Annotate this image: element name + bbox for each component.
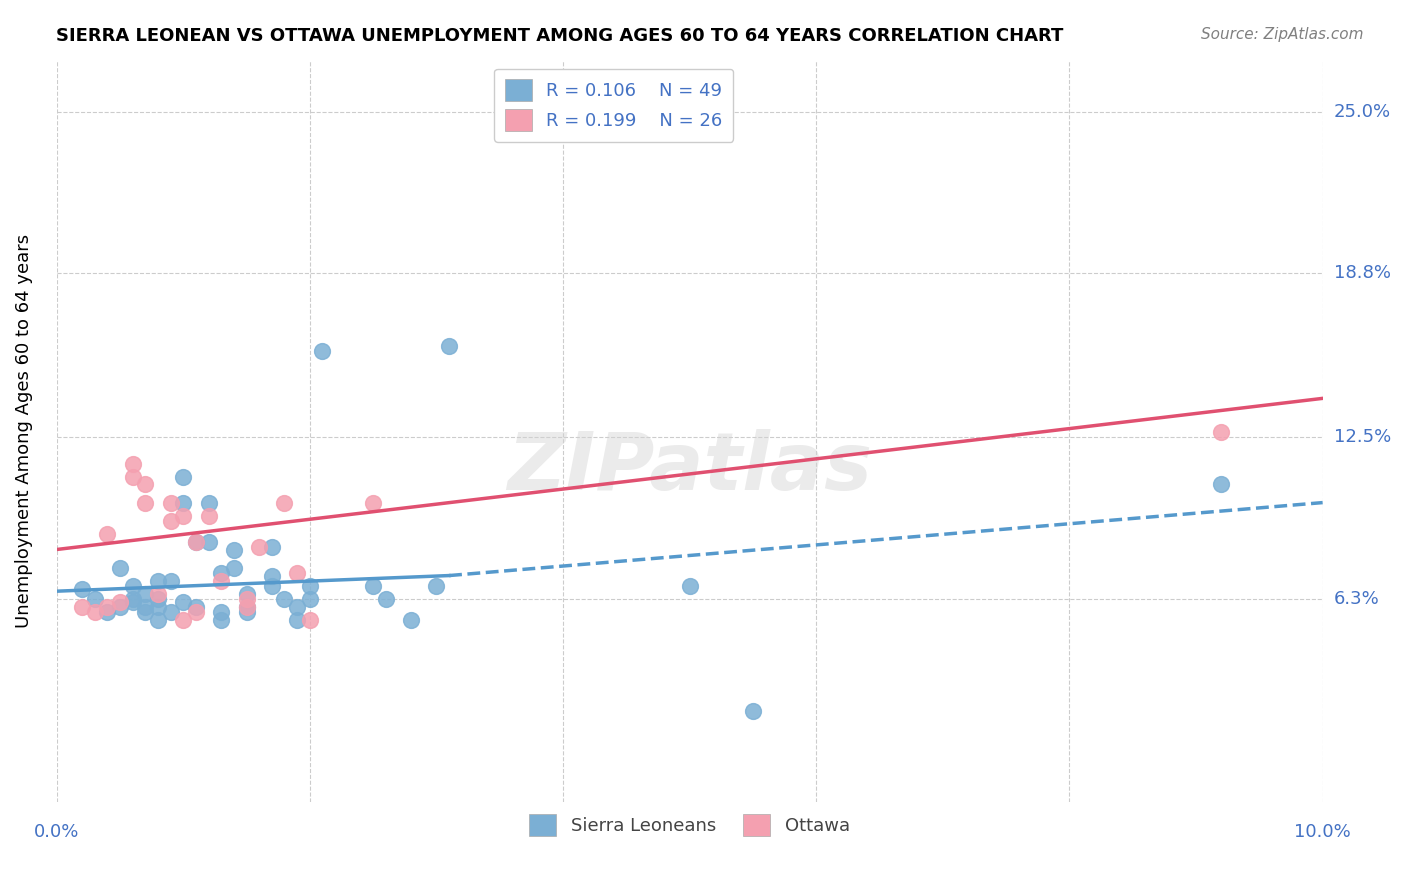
Point — [273, 592, 295, 607]
Point — [172, 469, 194, 483]
Text: 10.0%: 10.0% — [1295, 823, 1351, 841]
Point — [172, 594, 194, 608]
Point — [121, 594, 143, 608]
Point — [247, 540, 270, 554]
Point — [235, 599, 257, 614]
Text: 0.0%: 0.0% — [34, 823, 79, 841]
Point — [172, 495, 194, 509]
Point — [96, 605, 118, 619]
Point — [1211, 425, 1233, 440]
Point — [209, 574, 232, 588]
Text: 18.8%: 18.8% — [1334, 264, 1391, 282]
Point — [298, 613, 321, 627]
Y-axis label: Unemployment Among Ages 60 to 64 years: Unemployment Among Ages 60 to 64 years — [15, 234, 32, 628]
Text: SIERRA LEONEAN VS OTTAWA UNEMPLOYMENT AMONG AGES 60 TO 64 YEARS CORRELATION CHAR: SIERRA LEONEAN VS OTTAWA UNEMPLOYMENT AM… — [56, 27, 1063, 45]
Point — [273, 495, 295, 509]
Point — [361, 495, 384, 509]
Point — [121, 592, 143, 607]
Point — [235, 592, 257, 607]
Text: 25.0%: 25.0% — [1334, 103, 1391, 120]
Point — [298, 592, 321, 607]
Point — [184, 599, 207, 614]
Point — [285, 613, 308, 627]
Point — [209, 566, 232, 580]
Point — [121, 457, 143, 471]
Point — [361, 579, 384, 593]
Point — [121, 579, 143, 593]
Point — [96, 527, 118, 541]
Point — [742, 704, 765, 718]
Point — [197, 508, 219, 523]
Point — [197, 495, 219, 509]
Point — [285, 566, 308, 580]
Point — [437, 339, 460, 353]
Point — [70, 599, 93, 614]
Point — [298, 579, 321, 593]
Point — [108, 599, 131, 614]
Point — [146, 587, 169, 601]
Point — [172, 508, 194, 523]
Point — [184, 534, 207, 549]
Point — [70, 582, 93, 596]
Point — [134, 477, 156, 491]
Point — [311, 344, 333, 359]
Point — [83, 592, 105, 607]
Point — [134, 605, 156, 619]
Point — [146, 574, 169, 588]
Point — [184, 605, 207, 619]
Point — [235, 587, 257, 601]
Point — [1211, 477, 1233, 491]
Point — [146, 599, 169, 614]
Point — [96, 599, 118, 614]
Point — [209, 605, 232, 619]
Point — [222, 560, 245, 574]
Point — [209, 613, 232, 627]
Text: ZIPatlas: ZIPatlas — [508, 429, 872, 507]
Point — [197, 534, 219, 549]
Point — [146, 613, 169, 627]
Point — [146, 592, 169, 607]
Point — [285, 599, 308, 614]
Point — [425, 579, 447, 593]
Point — [260, 579, 283, 593]
Point — [222, 542, 245, 557]
Point — [260, 540, 283, 554]
Point — [134, 599, 156, 614]
Point — [260, 568, 283, 582]
Point — [159, 495, 181, 509]
Point — [184, 534, 207, 549]
Point — [159, 605, 181, 619]
Point — [399, 613, 422, 627]
Text: Source: ZipAtlas.com: Source: ZipAtlas.com — [1201, 27, 1364, 42]
Point — [235, 605, 257, 619]
Point — [108, 594, 131, 608]
Point — [83, 605, 105, 619]
Point — [159, 514, 181, 528]
Point — [108, 560, 131, 574]
Point — [235, 599, 257, 614]
Point — [678, 579, 700, 593]
Point — [172, 613, 194, 627]
Legend: Sierra Leoneans, Ottawa: Sierra Leoneans, Ottawa — [520, 805, 859, 846]
Point — [374, 592, 396, 607]
Point — [134, 587, 156, 601]
Point — [121, 469, 143, 483]
Point — [134, 495, 156, 509]
Text: 12.5%: 12.5% — [1334, 428, 1391, 447]
Text: 6.3%: 6.3% — [1334, 590, 1379, 608]
Point — [159, 574, 181, 588]
